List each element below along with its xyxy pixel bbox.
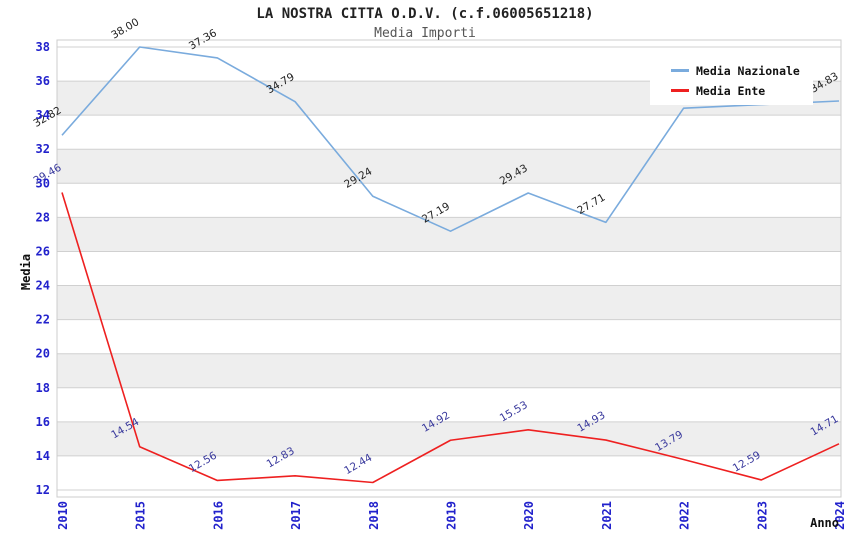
plot-border [56,39,842,498]
series-line-media-nazionale [61,46,840,232]
legend-box [650,56,813,105]
grid-band [57,285,841,320]
y-axis-title: Media [19,254,33,290]
x-tick-label: 2020 [522,501,536,530]
legend-label: Media Nazionale [696,64,800,78]
y-tick-label: 28 [36,210,50,224]
y-tick-label: 36 [36,74,50,88]
x-axis-title: Anno [810,516,839,530]
grid-band [57,217,841,252]
y-tick-label: 20 [36,347,50,361]
x-tick-label: 2017 [289,501,303,530]
x-tick-label: 2021 [600,501,614,530]
x-tick-label: 2015 [134,501,148,530]
y-tick-label: 12 [36,483,50,497]
grid-band [57,421,841,456]
y-tick-label: 24 [36,279,50,293]
y-tick-label: 32 [36,142,50,156]
grid-band [57,353,841,388]
x-tick-label: 2016 [211,501,225,530]
y-tick-label: 26 [36,244,50,258]
legend-label: Media Ente [696,84,765,98]
chart-title: LA NOSTRA CITTA O.D.V. (c.f.06005651218) [256,6,594,22]
x-tick-label: 2019 [445,501,459,530]
series-line-media-ente [61,192,840,484]
x-tick-label: 2010 [56,501,70,530]
x-tick-label: 2018 [367,501,381,530]
y-tick-label: 30 [36,176,50,190]
chart-subtitle: Media Importi [374,26,476,41]
x-tick-label: 2022 [678,501,692,530]
y-tick-label: 34 [36,108,50,122]
x-tick-label: 2024 [833,501,847,530]
y-tick-label: 14 [36,449,50,463]
y-tick-label: 16 [36,415,50,429]
x-tick-label: 2023 [755,501,769,530]
y-tick-label: 22 [36,313,50,327]
y-tick-label: 38 [36,40,50,54]
plot-area [57,40,841,497]
y-tick-label: 18 [36,381,50,395]
grid-band [57,149,841,184]
